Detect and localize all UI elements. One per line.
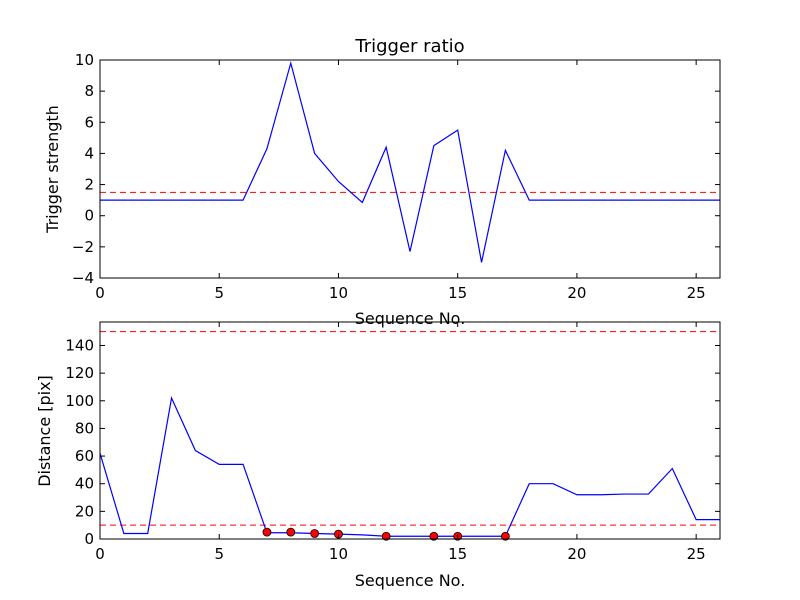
chart-title: Trigger ratio (354, 36, 464, 57)
x-tick-label: 15 (448, 284, 467, 302)
x-tick-label: 5 (214, 284, 224, 302)
y-tick-label: 6 (84, 113, 94, 131)
data-point (262, 527, 272, 537)
x-tick-label: 10 (329, 545, 348, 563)
plot-frame (99, 321, 721, 540)
x-tick-label: 20 (567, 545, 586, 563)
y-tick-label: 20 (75, 502, 94, 520)
data-point (429, 531, 439, 541)
x-tick-label: 0 (95, 284, 105, 302)
y-tick-label: 0 (84, 530, 94, 548)
y-tick-label: 100 (65, 392, 94, 410)
x-tick-label: 15 (448, 545, 467, 563)
y-tick-label: 2 (84, 176, 94, 194)
y-tick-label: 140 (65, 336, 94, 354)
x-axis-label: Sequence No. (355, 571, 466, 590)
y-axis-label: Distance [pix] (35, 375, 54, 487)
data-point (381, 531, 391, 541)
y-tick-label: 10 (75, 51, 94, 69)
series-line (99, 396, 720, 537)
x-axis-label: Sequence No. (355, 309, 466, 328)
y-tick-label: −4 (72, 269, 94, 287)
x-tick-label: 5 (214, 545, 224, 563)
y-tick-label: 120 (65, 364, 94, 382)
y-tick-label: 0 (84, 207, 94, 225)
y-tick-label: 60 (75, 447, 94, 465)
y-tick-label: 4 (84, 144, 94, 162)
distance-panel: Sequence No. Distance [pix] 0 5 10 15 20 25 0 2… (35, 321, 721, 590)
y-tick-label: 80 (75, 419, 94, 437)
x-tick-label: 20 (567, 284, 586, 302)
x-tick-label: 0 (95, 545, 105, 563)
data-point (286, 527, 296, 537)
data-point (500, 531, 510, 541)
x-tick-label: 25 (687, 284, 706, 302)
series-line (100, 60, 720, 263)
plot-frame (99, 59, 721, 279)
y-tick-label: 8 (84, 82, 94, 100)
y-tick-label: 40 (75, 475, 94, 493)
x-tick-label: 10 (329, 284, 348, 302)
y-tick-label: −2 (72, 238, 94, 256)
trigger-ratio-panel: Trigger ratio Sequence No. Trigger stren… (43, 36, 721, 328)
y-axis-label: Trigger strength (43, 105, 62, 234)
x-tick-label: 25 (687, 545, 706, 563)
data-point (310, 529, 320, 538)
